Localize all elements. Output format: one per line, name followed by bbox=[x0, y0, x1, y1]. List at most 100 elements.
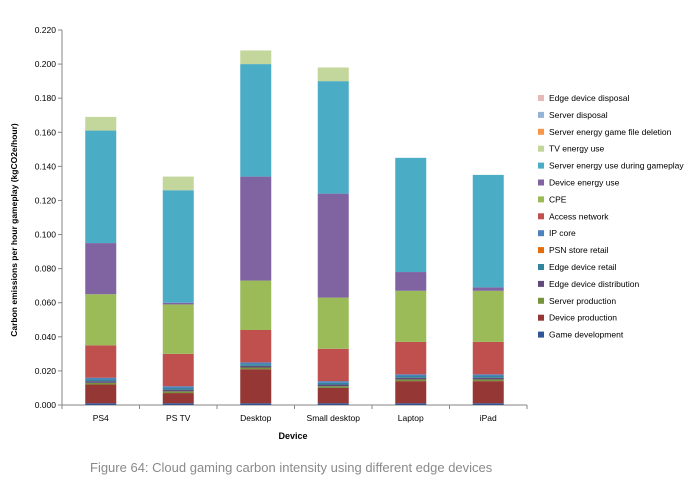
bar-segment bbox=[317, 297, 349, 349]
legend-item: Server energy use during gameplay bbox=[538, 161, 684, 171]
bar-stack bbox=[162, 176, 194, 405]
bar-segment bbox=[472, 403, 504, 405]
bar-segment bbox=[472, 341, 504, 375]
bar-segment bbox=[85, 243, 117, 295]
y-tick-label: 0.200 bbox=[35, 59, 57, 69]
bar-stack bbox=[240, 50, 272, 405]
legend-item: TV energy use bbox=[538, 144, 605, 154]
legend-swatch bbox=[538, 145, 544, 152]
bar-stack bbox=[85, 116, 117, 405]
legend-swatch bbox=[538, 95, 544, 101]
bar-segment bbox=[162, 353, 194, 387]
x-axis-title: Device bbox=[278, 431, 307, 441]
bar-segment bbox=[85, 381, 117, 383]
legend-label: Server disposal bbox=[549, 110, 608, 120]
legend-label: Server production bbox=[549, 296, 616, 306]
legend-label: Server energy use during gameplay bbox=[549, 161, 684, 171]
legend-swatch bbox=[538, 179, 544, 186]
bar-segment bbox=[472, 174, 504, 288]
x-tick-label: iPad bbox=[480, 413, 497, 423]
bar-segment bbox=[472, 290, 504, 342]
bar-segment bbox=[395, 379, 427, 382]
legend-label: TV energy use bbox=[549, 144, 605, 154]
bar-segment bbox=[85, 130, 117, 244]
legend-label: Game development bbox=[549, 330, 624, 340]
legend-item: Game development bbox=[538, 330, 624, 340]
legend-label: IP core bbox=[549, 228, 576, 238]
bar-segment bbox=[472, 377, 504, 380]
bar-segment bbox=[240, 365, 272, 368]
bar-segment bbox=[395, 403, 427, 405]
legend-label: Device energy use bbox=[549, 178, 620, 188]
bar-stack bbox=[317, 67, 349, 405]
stacked-bar-chart: 0.000 0.020 0.040 0.060 0.080 0.100 0.120 0.140… bbox=[9, 25, 684, 441]
bar-segment bbox=[85, 294, 117, 346]
bar-segment bbox=[395, 377, 427, 380]
bar-segment bbox=[317, 384, 349, 387]
y-tick-label: 0.040 bbox=[35, 332, 57, 342]
bar-segment bbox=[395, 374, 427, 377]
y-tick-label: 0.220 bbox=[35, 25, 57, 35]
bar-segment bbox=[395, 376, 427, 378]
legend-label: PSN store retail bbox=[549, 245, 609, 255]
legend-label: Edge device retail bbox=[549, 262, 617, 272]
legend-swatch bbox=[538, 280, 544, 287]
bar-segment bbox=[85, 403, 117, 405]
y-tick-label: 0.000 bbox=[35, 400, 57, 410]
bar-segment bbox=[85, 345, 117, 378]
bar-segment bbox=[317, 381, 349, 383]
legend-item: Edge device distribution bbox=[538, 279, 640, 289]
bar-stack bbox=[395, 157, 427, 405]
legend-swatch bbox=[538, 128, 544, 135]
x-tick-label: Laptop bbox=[398, 413, 424, 423]
legend-item: PSN store retail bbox=[538, 245, 609, 255]
bar-segment bbox=[317, 387, 349, 404]
bar-segment bbox=[162, 403, 194, 405]
y-tick-label: 0.120 bbox=[35, 195, 57, 205]
bar-segment bbox=[472, 381, 504, 404]
legend-swatch bbox=[538, 111, 544, 118]
legend-item: Access network bbox=[538, 211, 609, 221]
legend-label: Server energy game file deletion bbox=[549, 127, 672, 137]
legend-label: Access network bbox=[549, 211, 609, 221]
legend-swatch bbox=[538, 297, 544, 304]
y-axis-title: Carbon emissions per hour gameplay (kgCO… bbox=[9, 123, 19, 337]
bar-segment bbox=[85, 384, 117, 404]
bar-segment bbox=[240, 367, 272, 370]
bar-segment bbox=[85, 382, 117, 385]
legend-item: Edge device disposal bbox=[538, 93, 629, 103]
y-tick-label: 0.160 bbox=[35, 127, 57, 137]
x-tick-label: Desktop bbox=[240, 413, 271, 423]
bar-segment bbox=[472, 287, 504, 291]
legend-label: Edge device disposal bbox=[549, 93, 629, 103]
legend-label: CPE bbox=[549, 194, 567, 204]
x-tick-label: PS TV bbox=[166, 413, 191, 423]
bar-segment bbox=[85, 379, 117, 382]
bar-segment bbox=[317, 403, 349, 405]
bars bbox=[85, 50, 504, 405]
figure-caption: Figure 64: Cloud gaming carbon intensity… bbox=[90, 460, 493, 475]
bar-segment bbox=[162, 190, 194, 303]
bar-segment bbox=[240, 280, 272, 330]
y-tick-label: 0.060 bbox=[35, 298, 57, 308]
legend-swatch bbox=[538, 162, 544, 169]
bar-segment bbox=[240, 403, 272, 405]
legend-swatch bbox=[538, 247, 544, 254]
bar-segment bbox=[395, 381, 427, 404]
x-tick-label: PS4 bbox=[93, 413, 109, 423]
bar-segment bbox=[162, 389, 194, 392]
legend-item: Edge device retail bbox=[538, 262, 617, 272]
bar-segment bbox=[162, 302, 194, 305]
bar-segment bbox=[317, 67, 349, 82]
bar-segment bbox=[317, 382, 349, 385]
bar-segment bbox=[240, 364, 272, 366]
bar-segment bbox=[395, 157, 427, 273]
bar-segment bbox=[162, 386, 194, 388]
bar-segment bbox=[472, 374, 504, 377]
bar-segment bbox=[395, 341, 427, 375]
bar-segment bbox=[240, 64, 272, 177]
legend-item: Server disposal bbox=[538, 110, 608, 120]
legend-swatch bbox=[538, 314, 544, 321]
x-axis: PS4 PS TV Desktop Small desktop Laptop iPad bbox=[61, 404, 528, 423]
